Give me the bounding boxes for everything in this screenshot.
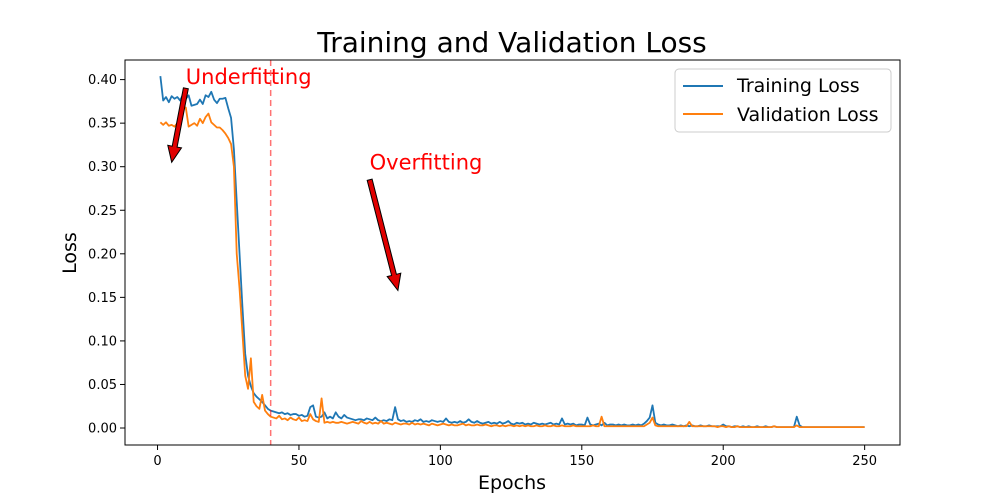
legend: Training Loss Validation Loss xyxy=(674,68,892,133)
y-tick-label: 0.25 xyxy=(88,204,117,219)
y-tick-label: 0.40 xyxy=(88,73,117,88)
legend-label-training: Training Loss xyxy=(736,75,860,97)
y-tick-label: 0.20 xyxy=(88,247,117,262)
x-tick-label: 150 xyxy=(569,454,594,469)
legend-frame xyxy=(674,68,892,133)
legend-label-validation: Validation Loss xyxy=(737,104,879,126)
series-layer xyxy=(159,76,865,429)
annotations: Underfitting Overfitting xyxy=(167,65,483,292)
annotation-label-overfitting: Overfitting xyxy=(370,150,483,174)
x-tick-label: 250 xyxy=(852,454,877,469)
y-axis-ticks: 0.00 0.05 0.10 0.15 0.20 0.25 0.30 0.35 0.40 xyxy=(88,73,125,437)
x-tick-label: 0 xyxy=(153,454,161,469)
annotation-arrow-underfitting xyxy=(167,87,189,164)
x-tick-label: 50 xyxy=(291,454,308,469)
y-tick-label: 0.35 xyxy=(88,117,117,132)
annotation-arrow-overfitting xyxy=(366,178,402,292)
y-tick-label: 0.10 xyxy=(88,334,117,349)
chart-title: Training and Validation Loss xyxy=(316,26,707,59)
axes-frame xyxy=(124,59,901,446)
plot-area: Underfitting Overfitting xyxy=(124,59,901,446)
y-tick-label: 0.15 xyxy=(88,291,117,306)
y-tick-label: 0.00 xyxy=(88,422,117,437)
x-tick-label: 100 xyxy=(428,454,453,469)
x-axis-label: Epochs xyxy=(478,472,546,494)
annotation-label-underfitting: Underfitting xyxy=(186,65,312,89)
y-tick-label: 0.30 xyxy=(88,160,117,175)
x-tick-label: 200 xyxy=(711,454,736,469)
y-axis-label: Loss xyxy=(59,232,81,274)
y-tick-label: 0.05 xyxy=(88,378,117,393)
series-line-validation-loss xyxy=(159,106,865,429)
x-axis-ticks: 0 50 100 150 200 250 xyxy=(153,445,877,469)
